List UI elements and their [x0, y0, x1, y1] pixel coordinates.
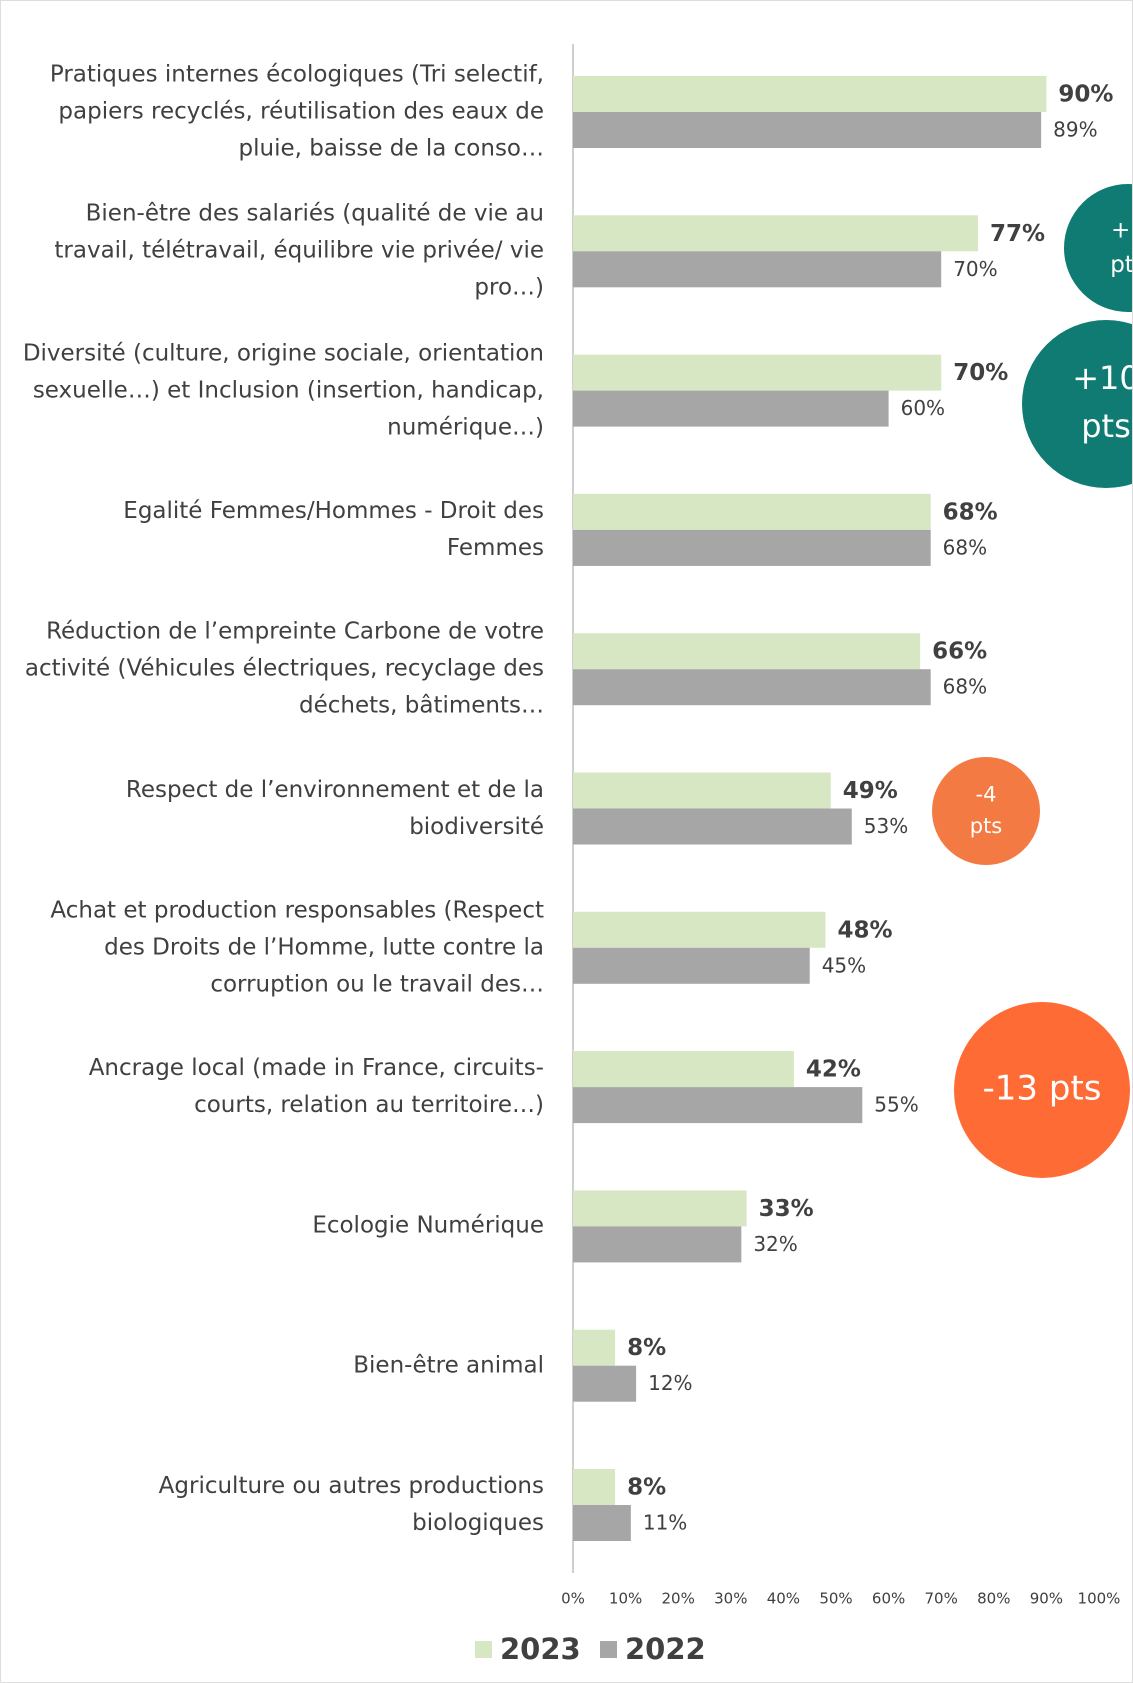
value-label: 89% — [1053, 118, 1097, 142]
value-label: 11% — [643, 1511, 687, 1535]
value-label: 42% — [806, 1057, 861, 1083]
legend-swatch — [475, 1641, 492, 1658]
value-label: 66% — [932, 639, 987, 665]
value-label: 8% — [627, 1335, 666, 1361]
bar — [573, 251, 942, 288]
value-label: 8% — [627, 1475, 666, 1501]
x-tick-label: 0% — [561, 1590, 585, 1608]
bar — [573, 529, 931, 566]
bar — [573, 390, 889, 427]
x-tick-label: 100% — [1078, 1590, 1121, 1608]
bar — [573, 76, 1047, 112]
bar — [573, 808, 852, 845]
value-label: 68% — [943, 499, 998, 525]
value-label: 12% — [648, 1371, 692, 1395]
bar — [573, 1226, 742, 1263]
x-tick-label: 50% — [819, 1590, 852, 1608]
bar — [573, 633, 921, 670]
bar — [573, 215, 979, 252]
category-label: Diversité (culture, origine sociale, ori… — [22, 340, 544, 441]
bar — [573, 1505, 631, 1541]
annotation-text: -13 pts — [983, 1069, 1102, 1109]
category-label: Agriculture ou autres productions biolog… — [158, 1473, 544, 1536]
value-label: 55% — [874, 1093, 918, 1117]
value-label: 53% — [864, 814, 908, 838]
bar — [573, 112, 1042, 148]
value-label: 45% — [822, 953, 866, 977]
bar — [573, 1329, 616, 1366]
x-tick-label: 80% — [977, 1590, 1010, 1608]
value-label: 90% — [1058, 82, 1113, 108]
value-label: 70% — [953, 360, 1008, 386]
value-label: 60% — [901, 396, 945, 420]
category-label: Egalité Femmes/Hommes - Droit des Femmes — [123, 497, 544, 561]
annotation-text: pts — [970, 814, 1003, 838]
bar — [573, 669, 931, 706]
legend-label: 2023 — [500, 1632, 581, 1666]
value-label: 77% — [990, 221, 1045, 247]
x-tick-label: 30% — [714, 1590, 747, 1608]
x-tick-label: 40% — [767, 1590, 800, 1608]
bar — [573, 1190, 747, 1227]
legend-label: 2022 — [625, 1632, 706, 1666]
bar — [573, 1365, 637, 1402]
x-tick-label: 70% — [925, 1590, 958, 1608]
value-label: 48% — [837, 917, 892, 943]
value-label: 68% — [943, 675, 987, 699]
x-tick-label: 90% — [1030, 1590, 1063, 1608]
annotation-text: pts — [1110, 252, 1133, 278]
category-label: Ecologie Numérique — [312, 1212, 544, 1239]
x-tick-label: 60% — [872, 1590, 905, 1608]
annotation-bubble — [1022, 320, 1132, 488]
x-tick-label: 20% — [662, 1590, 695, 1608]
legend-swatch — [600, 1641, 617, 1658]
annotation-text: +10 — [1072, 359, 1133, 397]
value-label: 68% — [943, 535, 987, 559]
annotation-bubble — [954, 1002, 1130, 1178]
bar — [573, 772, 831, 809]
category-label: Pratiques internes écologiques (Tri sele… — [49, 61, 544, 162]
bar — [573, 1051, 794, 1088]
category-label: Bien-être des salariés (qualité de vie a… — [54, 200, 544, 301]
annotation-text: pts — [1081, 407, 1131, 445]
category-label: Ancrage local (made in France, circuits-… — [88, 1055, 544, 1119]
annotation-text: +7 — [1111, 217, 1133, 243]
category-label: Achat et production responsables (Respec… — [50, 897, 544, 998]
category-label: Réduction de l’empreinte Carbone de votr… — [24, 618, 544, 719]
value-label: 70% — [953, 257, 997, 281]
category-label: Bien-être animal — [353, 1352, 544, 1379]
bar — [573, 354, 942, 391]
bar — [573, 911, 826, 948]
bar — [573, 1087, 863, 1124]
value-label: 33% — [759, 1196, 814, 1222]
annotation-text: -4 — [976, 782, 997, 806]
annotation-bubble — [932, 757, 1040, 865]
annotation-bubble — [1064, 184, 1132, 312]
value-label: 49% — [843, 778, 898, 804]
value-label: 32% — [753, 1232, 797, 1256]
bar — [573, 1469, 616, 1505]
x-tick-label: 10% — [609, 1590, 642, 1608]
category-label: Respect de l’environnement et de la biod… — [125, 776, 544, 840]
bar — [573, 493, 931, 530]
bar — [573, 947, 810, 984]
